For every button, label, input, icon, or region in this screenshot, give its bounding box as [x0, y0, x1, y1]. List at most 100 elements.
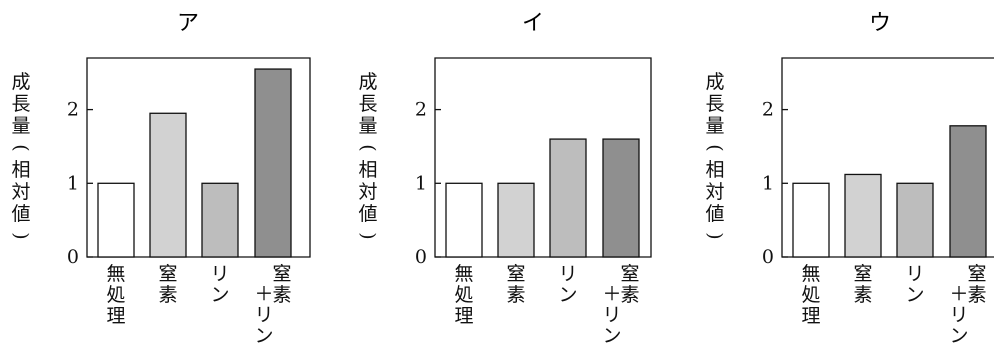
y-axis-label-char: (	[704, 144, 726, 151]
y-tick-label: 0	[67, 246, 79, 268]
bar-2	[844, 173, 882, 258]
category-label: 窒素＋リン	[949, 263, 986, 347]
bar-2	[149, 112, 187, 258]
y-axis-label-char: 量	[11, 115, 30, 137]
category-label-char: ン	[602, 325, 621, 347]
category-label: 無処理	[801, 263, 820, 327]
y-axis-label-char: (	[357, 144, 379, 151]
bar-4	[254, 68, 292, 258]
category-label: 無処理	[454, 263, 473, 327]
y-axis-label-char: 量	[358, 115, 377, 137]
y-tick-label: 2	[762, 99, 774, 121]
y-axis-label-char: 相	[11, 159, 30, 181]
category-label-char: リ	[949, 304, 968, 326]
category-label: リン	[558, 263, 577, 306]
category-label-char: 無	[106, 263, 125, 285]
category-label-char: 処	[801, 284, 820, 306]
y-axis-label-char: 対	[358, 181, 377, 203]
y-tick-label: 0	[762, 246, 774, 268]
y-tick-label: 1	[762, 172, 774, 194]
y-axis-label-char: 対	[705, 181, 724, 203]
y-axis-label-char: 値	[358, 203, 377, 225]
category-label-char: リ	[558, 263, 577, 285]
category-label-char: 理	[106, 305, 125, 327]
y-axis-label-char: 対	[11, 181, 30, 203]
category-label: 窒素	[158, 263, 177, 306]
bar-1	[792, 182, 830, 258]
category-label-char: 処	[454, 284, 473, 306]
chart-title: ア	[177, 11, 199, 36]
category-label-char: リ	[210, 263, 229, 285]
y-axis-label-char: (	[10, 144, 32, 151]
category-label-char: 素	[158, 284, 177, 306]
y-axis-label-char: 値	[705, 203, 724, 225]
category-label: リン	[905, 263, 924, 306]
y-axis-label-char: )	[357, 232, 379, 239]
category-label: 無処理	[106, 263, 125, 327]
category-label-char: 窒	[158, 263, 177, 285]
y-axis-label-char: )	[10, 232, 32, 239]
category-label-char: 窒	[967, 263, 986, 285]
category-label-char: 理	[801, 305, 820, 327]
plot-frame	[86, 57, 311, 258]
category-label-char: リ	[602, 304, 621, 326]
category-label-char: ン	[558, 284, 577, 306]
category-label-char: ン	[210, 284, 229, 306]
category-label-char: 窒	[272, 263, 291, 285]
bar-1	[97, 182, 135, 258]
y-axis-label-char: 成	[11, 71, 30, 93]
category-label-char: 素	[506, 284, 525, 306]
y-tick-label: 2	[67, 99, 79, 121]
y-axis-label-char: 長	[705, 93, 724, 115]
y-axis-label-char: 成	[358, 71, 377, 93]
category-label-char: 素	[967, 284, 986, 306]
category-label-char: ＋	[602, 283, 621, 305]
category-label-char: 窒	[620, 263, 639, 285]
category-label-char: ン	[905, 284, 924, 306]
category-label-char: 理	[454, 305, 473, 327]
category-label-char: 無	[801, 263, 820, 285]
bar-4	[602, 138, 640, 258]
y-tick-label: 1	[415, 172, 427, 194]
y-axis-label: 成長量 (相対値)	[704, 71, 726, 240]
category-label: リン	[210, 263, 229, 306]
y-axis-label-char: 量	[705, 115, 724, 137]
y-axis-label-char: 相	[358, 159, 377, 181]
bar-3	[896, 182, 934, 258]
category-label-char: 窒	[853, 263, 872, 285]
y-tick-label: 1	[67, 172, 79, 194]
category-label-char: ＋	[254, 283, 273, 305]
category-label-char: 窒	[506, 263, 525, 285]
bar-4	[949, 125, 987, 258]
category-label-char: ン	[949, 325, 968, 347]
y-axis-label-char: 値	[11, 203, 30, 225]
chart-title: ウ	[869, 11, 891, 36]
y-axis-label: 成長量 (相対値)	[357, 71, 379, 240]
chart-title: イ	[522, 11, 544, 36]
bar-1	[445, 182, 483, 258]
category-label: 窒素＋リン	[602, 263, 639, 347]
category-label-char: リ	[905, 263, 924, 285]
y-axis-label-char: 相	[705, 159, 724, 181]
y-axis-label-char: 長	[11, 93, 30, 115]
plot-frame	[434, 57, 652, 258]
category-label-char: 無	[454, 263, 473, 285]
bar-2	[497, 182, 535, 258]
plot-frame	[781, 57, 994, 258]
y-tick-label: 2	[415, 99, 427, 121]
y-tick-label: 0	[415, 246, 427, 268]
category-label-char: 素	[853, 284, 872, 306]
category-label: 窒素	[506, 263, 525, 306]
category-label-char: 素	[272, 284, 291, 306]
bar-3	[549, 138, 587, 258]
bar-3	[201, 182, 239, 258]
category-label: 窒素	[853, 263, 872, 306]
y-axis-label: 成長量 ( 相対値)	[10, 71, 32, 240]
category-label-char: ＋	[949, 283, 968, 305]
category-label-char: リ	[254, 304, 273, 326]
y-axis-label-char: )	[704, 232, 726, 239]
